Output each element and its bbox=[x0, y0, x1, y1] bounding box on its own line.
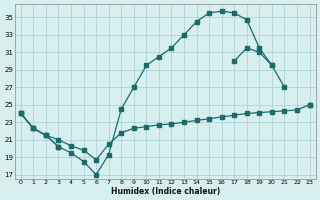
X-axis label: Humidex (Indice chaleur): Humidex (Indice chaleur) bbox=[111, 187, 220, 196]
